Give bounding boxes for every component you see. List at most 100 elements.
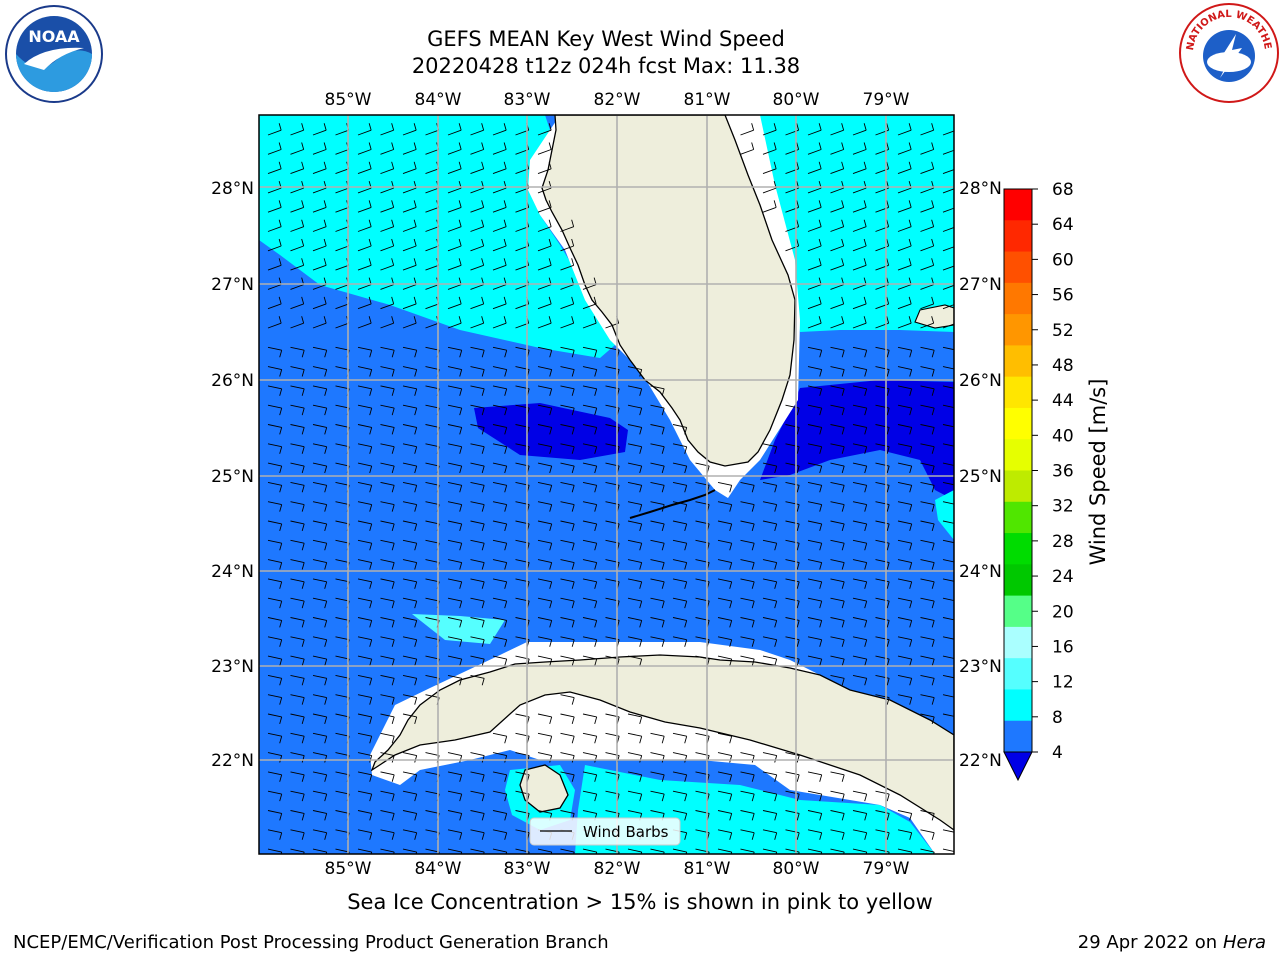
wind-barb [560,578,575,589]
wind-barb [672,462,688,474]
wind-barb [492,520,508,532]
wind-barb [492,219,507,232]
wind-barb [875,617,890,628]
wind-barb [897,443,913,454]
wind-barb [402,810,418,821]
footer-date-text: 29 Apr 2022 on [1077,932,1218,953]
wind-barb [537,559,553,570]
colorbar-segment [1004,314,1032,346]
wind-barb [582,520,598,532]
wind-barb [920,316,935,329]
wind-barb [897,694,913,705]
wind-barb [290,501,305,512]
wind-barb [290,385,305,396]
wind-barb [627,597,643,609]
wind-barb [447,810,463,821]
wind-barb [357,462,373,474]
wind-barb [875,501,890,512]
wind-barb [852,258,867,271]
wind-barb [875,636,890,647]
wind-barb [492,366,508,377]
wind-barb [470,501,485,512]
wind-barb [537,539,553,551]
wind-barb [357,597,373,609]
wind-barb [380,752,395,763]
wind-barb [357,617,373,628]
land-isle-of-youth [519,764,569,813]
wind-barb [920,161,935,175]
lat-label-right: 22°N [959,751,1002,771]
wind-barb [920,713,935,725]
wind-barb [942,578,954,582]
wind-barb [627,732,643,744]
wind-barb [582,316,597,329]
top-lon-labels: 85°W 84°W 83°W 82°W 81°W 80°W 79°W [325,90,910,110]
wind-barb [312,752,328,763]
lat-label-left: 28°N [211,179,254,199]
wind-barb [852,790,868,802]
wind-barb [267,694,283,705]
wind-barb [290,481,305,493]
wind-barb [560,771,575,782]
wind-barb [402,481,418,493]
wind-barb [560,559,575,570]
wind-barb [762,559,778,570]
wind-barb [830,296,845,310]
wind-barb [830,219,845,232]
colorbar-tick-label: 60 [1052,250,1074,270]
wind-barb [357,655,373,667]
wind-barb [717,597,733,609]
wind-barb [897,829,913,840]
wind-barb [492,316,507,329]
wind-barb [290,443,305,454]
wind-barb [897,123,912,136]
wind-barb [537,443,553,454]
wind-barb [762,578,778,589]
wind-barb [537,578,553,589]
wind-barb [312,829,328,840]
colorbar-segment [1004,439,1032,471]
wind-barb [470,636,485,647]
wind-barb [447,539,463,551]
wind-barb [672,539,688,551]
wind-barb [267,597,283,609]
wind-barb [785,539,800,551]
wind-barb [447,597,463,609]
wind-barb [357,578,373,589]
wind-barb [402,752,418,763]
wind-barb [492,636,508,647]
wind-barb [717,848,733,854]
wind-barb [357,346,373,358]
wind-barb [380,462,395,474]
wind-barb [402,200,417,213]
wind-barb [492,578,508,589]
wind-barb [852,578,868,589]
wind-barb [672,771,688,782]
wind-barb [582,790,598,802]
wind-barb [380,655,395,667]
wind-barb [740,810,755,821]
wind-barb [807,578,823,589]
wind-barb [402,258,417,271]
wind-barb [582,501,598,512]
wind-barb [582,597,598,609]
wind-barb [830,636,845,647]
wind-barb [290,316,305,329]
wind-barb [357,829,373,840]
wind-barb [380,142,395,155]
wind-barb [942,346,954,351]
wind-barb [897,142,912,155]
wind-barb [897,296,912,310]
wind-barb [740,481,755,493]
wind-barb [537,346,553,358]
wind-barb [650,424,665,435]
wind-barb [897,238,912,252]
wind-barb [852,366,868,377]
wind-barb [492,617,508,628]
wind-barb [267,385,283,396]
wind-barb [627,790,643,802]
wind-barb [312,161,327,175]
wind-barb [717,617,733,628]
wind-barb [942,848,954,852]
wind-barb [537,142,552,155]
